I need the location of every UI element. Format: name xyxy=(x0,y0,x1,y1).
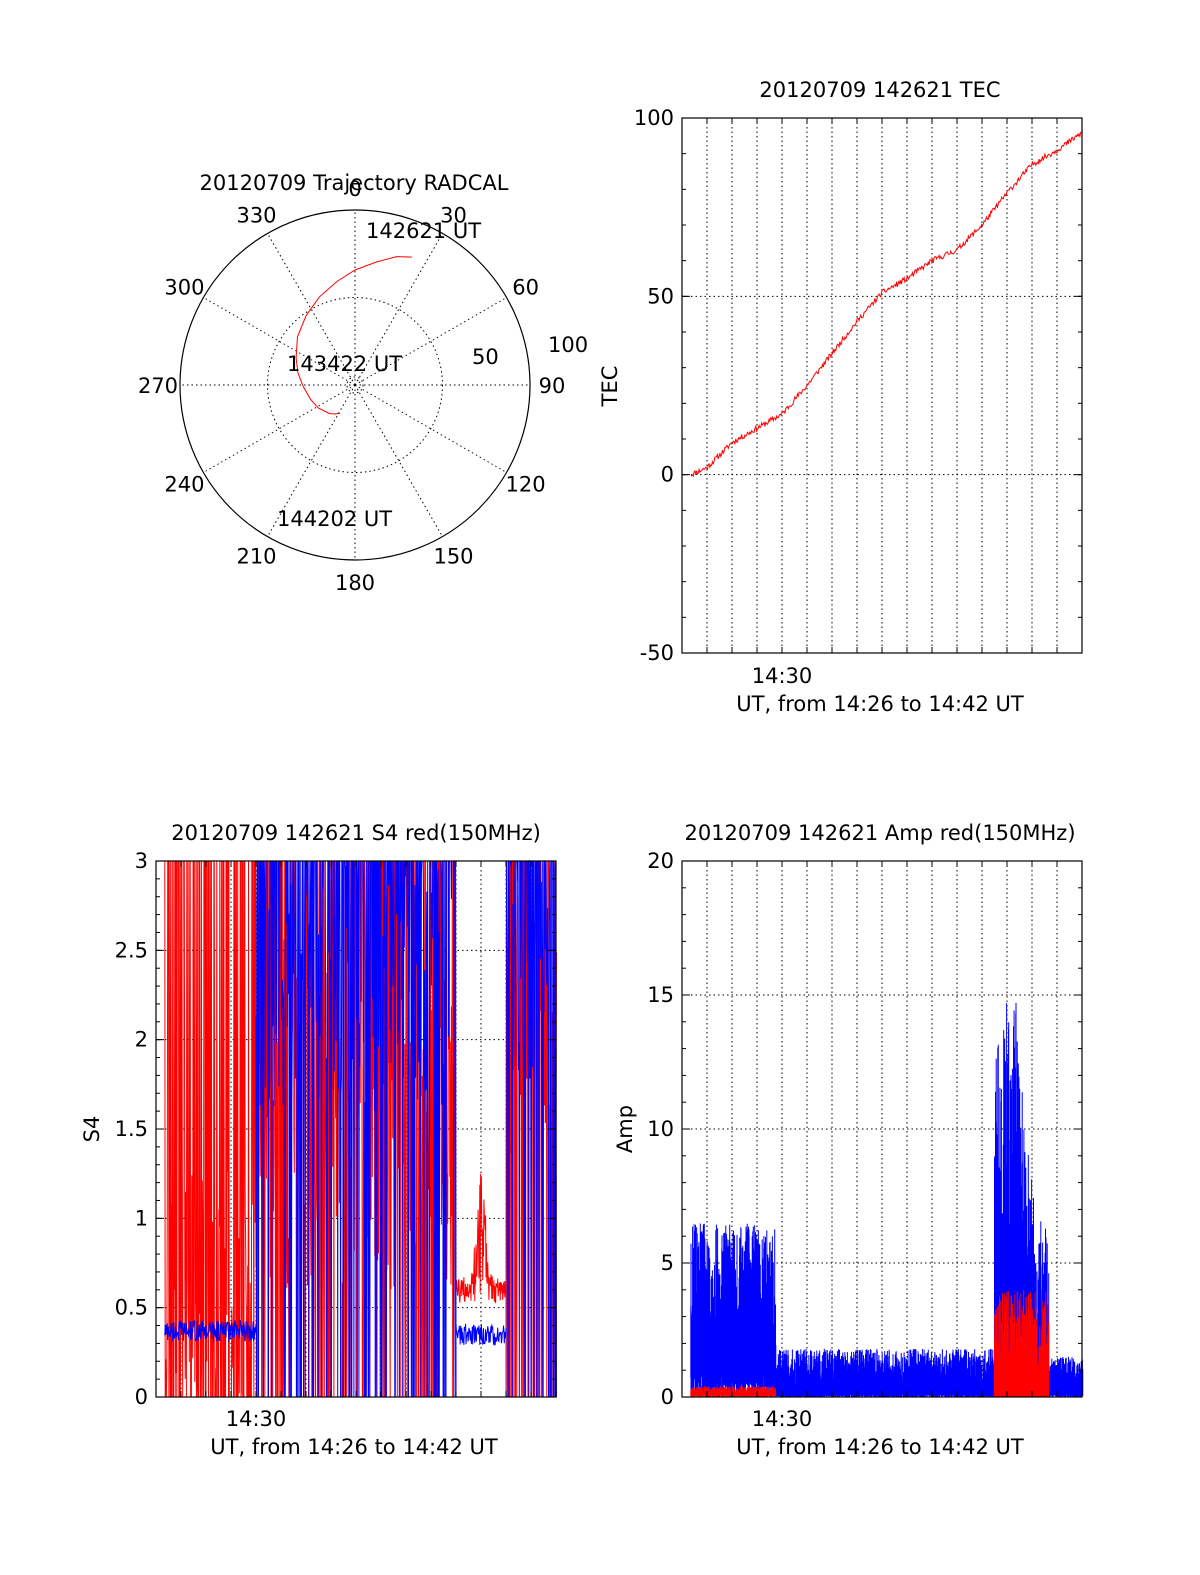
amp-y-tick-labels: 0 5 10 15 20 xyxy=(647,849,1083,1409)
azimuth-label-0: 0 xyxy=(348,177,361,201)
y-tick-label: 2.5 xyxy=(115,938,148,962)
tec-x-tick-label: 14:30 xyxy=(752,664,813,688)
trajectory-track xyxy=(295,256,412,415)
tec-series-line xyxy=(690,131,1083,478)
y-tick-label: -50 xyxy=(640,641,674,665)
polar-spoke xyxy=(203,384,356,473)
y-tick-label: 0 xyxy=(135,1385,148,1409)
azimuth-label-90: 90 xyxy=(539,374,566,398)
amp-series-group xyxy=(690,1002,1084,1397)
azimuth-label-300: 300 xyxy=(164,276,204,300)
annotation-start-time: 142621 UT xyxy=(366,219,481,243)
s4-title: 20120709 142621 S4 red(150MHz) xyxy=(171,821,541,845)
amp-title: 20120709 142621 Amp red(150MHz) xyxy=(684,821,1075,845)
amp-plot: 20120709 142621 Amp red(150MHz) 0 5 10 15 20… xyxy=(613,821,1084,1459)
y-tick-label: 1.5 xyxy=(115,1117,148,1141)
y-tick-label: 0 xyxy=(661,1385,674,1409)
polar-grid xyxy=(180,210,530,560)
polar-ring xyxy=(267,297,443,473)
azimuth-label-210: 210 xyxy=(236,545,276,569)
tec-plot: 20120709 142621 TEC -50 0 50 100 14:30 UT, … xyxy=(598,78,1083,716)
y-tick-label: 3 xyxy=(135,849,148,873)
tec-y-tick-labels: -50 0 50 100 xyxy=(634,106,1083,665)
tec-grid xyxy=(682,118,1082,653)
y-tick-label: 50 xyxy=(647,284,674,308)
amp-x-axis-label: UT, from 14:26 to 14:42 UT xyxy=(736,1435,1024,1459)
azimuth-label-120: 120 xyxy=(506,473,546,497)
s4-plot: 20120709 142621 S4 red(150MHz) 0 0.5 1 1.5 2… xyxy=(80,821,558,1459)
y-tick-label: 20 xyxy=(647,849,674,873)
azimuth-label-330: 330 xyxy=(236,203,276,227)
y-tick-label: 15 xyxy=(647,983,674,1007)
y-tick-label: 1 xyxy=(135,1206,148,1230)
amp-y-axis-label: Amp xyxy=(613,1105,637,1153)
tec-y-axis-label: TEC xyxy=(598,366,622,408)
s4-x-axis-label: UT, from 14:26 to 14:42 UT xyxy=(210,1435,498,1459)
azimuth-label-60: 60 xyxy=(512,276,539,300)
annotation-mid-time: 143422 UT xyxy=(287,352,402,376)
trajectory-polar-plot: 20120709 Trajectory RADCAL 0 30 60 90 120 150… xyxy=(138,171,588,595)
azimuth-label-240: 240 xyxy=(164,473,204,497)
tec-title: 20120709 142621 TEC xyxy=(759,78,1000,102)
tec-series-group xyxy=(690,131,1083,478)
polar-ring xyxy=(346,376,364,394)
trajectory-title: 20120709 Trajectory RADCAL xyxy=(200,171,509,195)
y-tick-label: 5 xyxy=(661,1251,674,1275)
elevation-ring-label-100: 100 xyxy=(548,333,588,357)
azimuth-label-270: 270 xyxy=(138,374,178,398)
polar-outer-ring xyxy=(179,209,531,561)
amp-series-red xyxy=(690,1290,1050,1397)
azimuth-label-150: 150 xyxy=(433,545,473,569)
elevation-ring-label-50: 50 xyxy=(472,345,499,369)
y-tick-label: 2 xyxy=(135,1028,148,1052)
y-tick-label: 0.5 xyxy=(115,1296,148,1320)
y-tick-label: 0 xyxy=(661,463,674,487)
polar-azimuth-labels: 0 30 60 90 120 150 180 210 240 270 300 330 xyxy=(138,177,565,595)
amp-x-tick-label: 14:30 xyxy=(752,1407,813,1431)
annotation-end-time: 144202 UT xyxy=(277,507,392,531)
s4-x-tick-label: 14:30 xyxy=(226,1407,287,1431)
y-tick-label: 100 xyxy=(634,106,674,130)
y-tick-label: 10 xyxy=(647,1117,674,1141)
tec-x-axis-label: UT, from 14:26 to 14:42 UT xyxy=(736,692,1024,716)
azimuth-label-180: 180 xyxy=(335,571,375,595)
s4-y-axis-label: S4 xyxy=(80,1116,104,1143)
azimuth-label-30: 30 xyxy=(440,203,467,227)
s4-y-tick-labels: 0 0.5 1 1.5 2 2.5 3 xyxy=(115,849,557,1409)
